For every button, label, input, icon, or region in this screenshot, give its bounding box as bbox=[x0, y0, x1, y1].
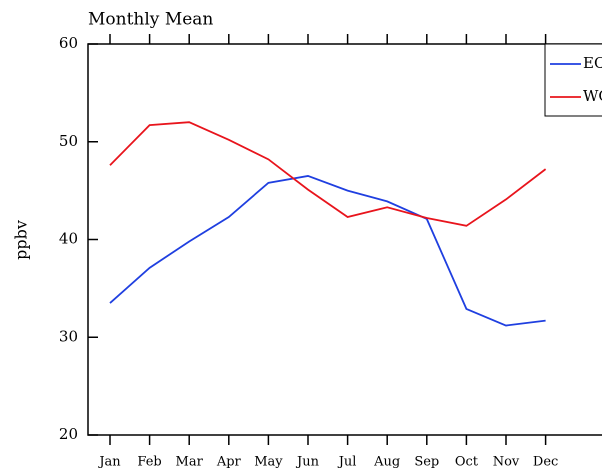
x-tick-label: Dec bbox=[533, 455, 558, 470]
plot-frame bbox=[87, 43, 602, 436]
x-tick-label: Jun bbox=[295, 455, 320, 470]
x-tick-label: Sep bbox=[414, 455, 439, 470]
x-tick-label: Nov bbox=[493, 455, 520, 470]
y-axis-label: ppbv bbox=[12, 220, 31, 260]
series-line bbox=[109, 175, 546, 327]
legend-label: WC bbox=[583, 87, 602, 105]
x-tick-label: Apr bbox=[216, 455, 242, 470]
legend-label: EC bbox=[583, 54, 602, 72]
y-tick-label: 30 bbox=[59, 327, 78, 345]
y-tick-label: 60 bbox=[59, 34, 78, 52]
y-tick-label: 40 bbox=[59, 230, 78, 248]
x-tick-label: Oct bbox=[455, 455, 479, 470]
chart-title: Monthly Mean bbox=[88, 10, 213, 30]
x-tick-label: May bbox=[254, 455, 283, 470]
x-tick-label: Mar bbox=[176, 455, 204, 470]
legend-box bbox=[544, 43, 602, 117]
x-tick-label: Jul bbox=[337, 455, 357, 470]
y-tick-label: 50 bbox=[59, 132, 78, 150]
x-tick-label: Aug bbox=[373, 455, 400, 470]
y-tick-label: 20 bbox=[59, 425, 78, 443]
x-tick-label: Jan bbox=[97, 455, 121, 470]
x-tick-label: Feb bbox=[137, 455, 161, 470]
series-line bbox=[109, 121, 547, 227]
